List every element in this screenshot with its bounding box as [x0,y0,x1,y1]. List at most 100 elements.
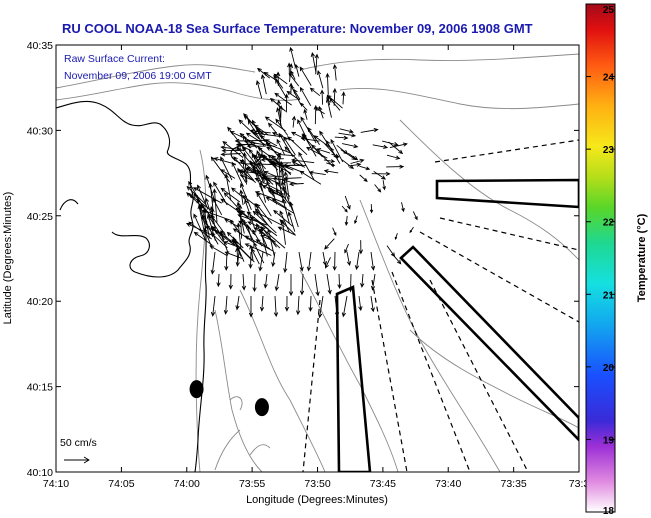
current-arrow [359,165,371,171]
current-arrow [235,247,240,263]
current-arrow [334,135,349,141]
current-arrow [332,63,338,81]
current-arrow [412,211,418,221]
current-arrow [282,185,294,211]
colorbar-tick-label: 24 [603,73,615,84]
current-arrow [279,210,290,233]
current-arrow [323,169,339,174]
current-arrow [249,244,254,261]
y-tick-label: 40:35 [27,40,53,52]
current-arrow [308,295,313,312]
current-arrow [192,187,223,204]
current-arrow [224,251,229,271]
contour-line [56,64,256,89]
current-arrow [268,160,292,166]
current-arrow [232,228,255,244]
current-arrow [314,273,320,297]
current-arrow [331,153,340,158]
x-tick-label: 73:35 [501,478,527,490]
colorbar-tick-label: 22 [603,218,615,229]
current-arrow [239,174,254,181]
x-tick-label: 73:3 [569,478,590,490]
y-axis-label: Latitude (Degrees:Minutes) [2,192,14,325]
current-arrow [239,159,257,173]
current-arrow [323,159,336,164]
beam-outline [335,285,372,472]
current-arrow [260,157,284,162]
current-arrow [211,225,224,242]
contour-line [299,269,399,472]
current-arrow [224,173,232,201]
beam-outline [399,245,579,442]
current-arrow [213,157,237,165]
colorbar-tick-label: 23 [603,145,615,156]
current-arrow [389,142,408,149]
current-arrow [341,205,348,213]
current-arrow [193,231,213,246]
y-tick-label: 40:30 [27,125,53,137]
current-arrow [252,154,267,160]
contour-line [299,53,579,71]
current-arrow [290,70,296,80]
current-arrow [325,257,331,269]
current-arrow [255,239,271,250]
y-axis: 40:10 40:15 40:20 40:25 40:30 40:35 [27,40,579,479]
current-arrow [228,273,233,290]
current-arrow [350,158,365,164]
current-arrow [278,163,303,168]
beam-outline [435,178,579,209]
current-arrow [242,220,256,236]
current-arrow [278,105,284,125]
current-arrow [374,184,382,193]
dashed-ray [439,217,579,251]
current-arrow [238,119,260,140]
current-arrow [246,211,269,230]
current-arrow [299,170,322,185]
current-arrow [259,295,265,312]
current-arrow [290,84,302,106]
current-arrow [294,63,300,77]
current-arrow [299,86,312,107]
x-tick-label: 74:00 [174,478,200,490]
current-arrow [226,231,244,249]
current-arrow [263,273,268,289]
current-arrow [319,130,336,156]
chart-title: RU COOL NOAA-18 Sea Surface Temperature:… [62,21,533,36]
contour-line [239,289,326,472]
current-arrow [284,295,290,312]
current-arrow [325,72,330,95]
current-arrow [306,251,312,272]
current-arrow [310,51,317,73]
current-arrow [248,148,266,170]
current-arrow [283,251,288,274]
current-arrow [267,122,278,134]
colorbar-ticks: 18 19 20 21 22 23 24 25 [586,3,615,517]
current-arrow [371,171,391,177]
contour-line [56,82,301,101]
current-arrow [253,227,276,243]
current-arrow [235,251,240,267]
current-arrow [348,273,353,293]
current-arrow [401,202,405,213]
current-arrow [341,91,346,105]
current-arrow [266,180,274,197]
current-arrow [291,158,315,164]
colorbar-tick-label: 19 [603,435,615,446]
current-arrow [360,127,379,133]
colorbar-label: Temperature (°C) [636,213,648,302]
current-arrow [232,236,242,257]
current-arrow [299,273,305,296]
current-arrow [229,131,257,145]
colorbar-tick-label: 18 [603,506,615,517]
current-arrow [241,194,259,209]
current-arrow [302,133,317,157]
current-arrow [295,295,301,316]
current-arrow [332,227,337,237]
contour-line [339,87,579,110]
current-arrow [243,113,264,135]
station-marker [254,398,269,417]
antenna-pattern-outlines [335,178,579,472]
current-arrow [330,138,344,163]
x-tick-label: 73:55 [239,478,265,490]
